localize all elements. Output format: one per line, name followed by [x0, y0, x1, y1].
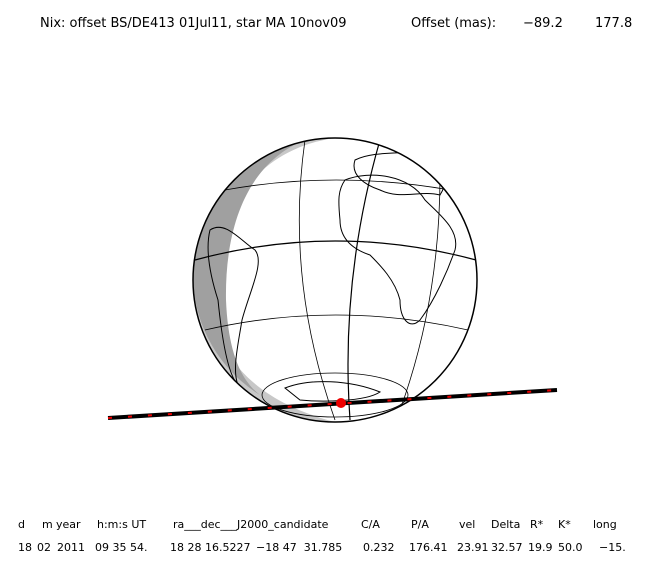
cell: 23.91	[457, 541, 489, 554]
column-header: Delta	[491, 518, 520, 531]
column-header: K*	[558, 518, 571, 531]
table-header: d m year h:m:s UT ra___dec___J2000_candi…	[18, 518, 617, 531]
cell: 50.0	[558, 541, 583, 554]
cell: 02	[37, 541, 51, 554]
column-header: C/A	[361, 518, 380, 531]
cell: 18 28 16.5227	[170, 541, 250, 554]
column-header: year	[56, 518, 81, 531]
cell: 176.41	[409, 541, 448, 554]
column-header: long	[593, 518, 617, 531]
title: Nix: offset BS/DE413 01Jul11, star MA 10…	[40, 16, 347, 31]
table-row: 18 02 2011 09 35 54. 18 28 16.5227 −18 4…	[18, 541, 626, 554]
offset-value: 177.8	[595, 16, 632, 31]
offset-value: −89.2	[523, 16, 563, 31]
offset-label: Offset (mas):	[411, 16, 496, 31]
column-header: R*	[530, 518, 544, 531]
globe	[192, 137, 478, 423]
column-header: vel	[459, 518, 475, 531]
track	[107, 388, 558, 420]
column-header: h:m:s UT	[97, 518, 146, 531]
column-header: m	[42, 518, 53, 531]
column-header: P/A	[411, 518, 429, 531]
column-header: ra___dec___J2000_candidate	[173, 518, 329, 531]
cell: 0.232	[363, 541, 395, 554]
cell: 32.57	[491, 541, 523, 554]
cell: 09 35 54.	[95, 541, 147, 554]
cell: 2011	[57, 541, 85, 554]
column-header: d	[18, 518, 25, 531]
cell: −18 47 31.785	[256, 541, 342, 554]
cell: 18	[18, 541, 32, 554]
cell: 19.9	[528, 541, 553, 554]
cell: −15.	[599, 541, 626, 554]
